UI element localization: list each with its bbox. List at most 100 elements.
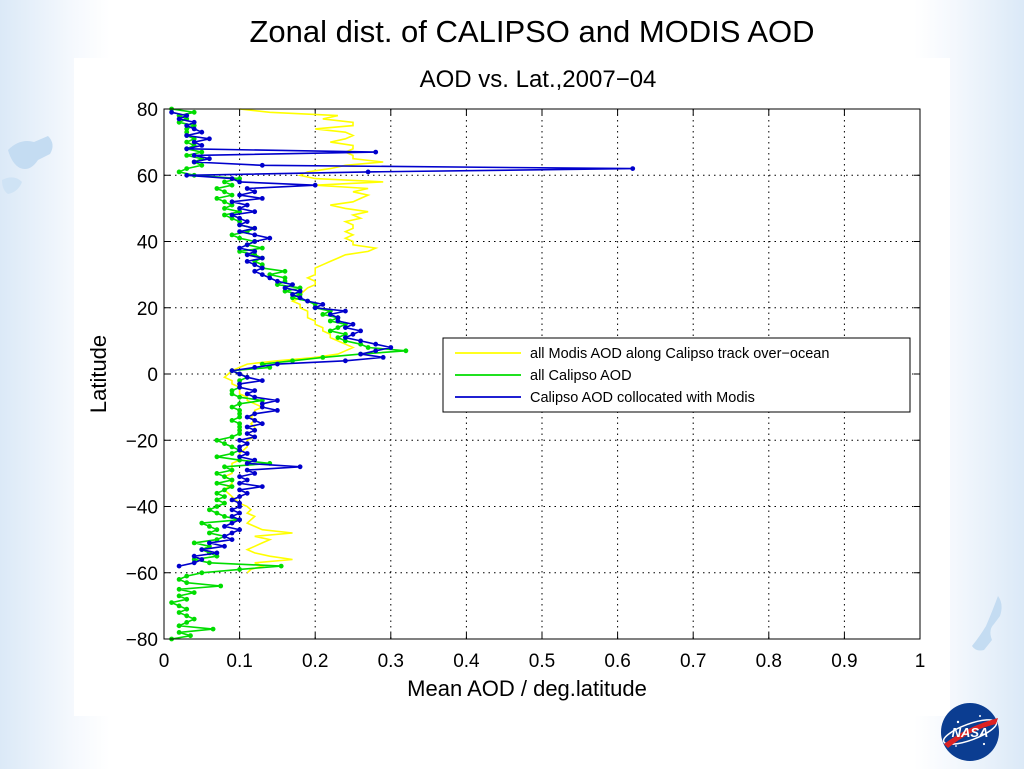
series-1-point xyxy=(184,153,190,158)
series-2-point xyxy=(259,162,265,168)
series-2-point xyxy=(252,239,258,244)
series-1-point xyxy=(176,630,182,635)
series-2-point xyxy=(229,520,235,526)
series-2-point xyxy=(237,215,243,221)
series-1-point xyxy=(229,404,235,410)
x-axis-label: Mean AOD / deg.latitude xyxy=(407,676,647,701)
legend-label-0: all Modis AOD along Calipso track over−o… xyxy=(530,346,829,362)
series-1-point xyxy=(229,192,235,198)
series-2-point xyxy=(184,172,190,178)
series-1-point xyxy=(267,365,273,370)
series-2-point xyxy=(244,391,250,397)
series-1-point xyxy=(222,212,227,218)
series-1-point xyxy=(222,199,227,205)
series-1-point xyxy=(229,418,235,423)
series-1-point xyxy=(278,563,284,569)
series-2-point xyxy=(259,404,265,410)
series-2-point xyxy=(237,474,243,480)
series-1-point xyxy=(207,560,212,566)
series-1-point xyxy=(222,441,227,446)
series-2-point xyxy=(252,232,258,238)
series-2-point xyxy=(259,401,265,407)
series-2-point xyxy=(259,255,265,261)
series-2-point xyxy=(244,461,250,466)
series-2-point xyxy=(252,388,258,393)
series-2-point xyxy=(343,358,348,364)
series-2-point xyxy=(259,196,265,201)
series-1-point xyxy=(191,557,197,562)
series-1-point xyxy=(267,272,273,277)
series-2-point xyxy=(229,176,235,181)
series-2-point xyxy=(350,331,356,337)
series-1-point xyxy=(207,543,212,549)
series-1-point xyxy=(222,494,227,499)
x-tick-label: 0.9 xyxy=(831,651,857,672)
series-2-point xyxy=(244,186,250,191)
series-2-point xyxy=(237,454,243,460)
series-1-point xyxy=(184,596,190,602)
series-1-point xyxy=(237,427,243,433)
series-2-point xyxy=(343,335,348,340)
y-tick-label: 40 xyxy=(137,233,158,254)
series-2-point xyxy=(275,361,280,367)
series-1-point xyxy=(237,424,243,430)
series-1-point xyxy=(176,119,182,125)
series-1-point xyxy=(214,471,220,476)
series-2-point xyxy=(237,494,243,499)
series-1-point xyxy=(229,444,235,450)
series-1-point xyxy=(207,530,212,536)
series-2-point xyxy=(237,447,243,453)
series-1-point xyxy=(199,149,205,155)
series-1-point xyxy=(184,580,190,586)
series-1-point xyxy=(343,338,348,344)
series-2-point xyxy=(267,235,273,241)
series-2-point xyxy=(312,305,318,311)
series-1-point xyxy=(237,411,243,417)
series-1-point xyxy=(214,497,220,503)
series-line-0 xyxy=(222,108,384,574)
y-tick-label: 80 xyxy=(137,100,158,121)
series-2-point xyxy=(275,408,280,413)
x-tick-label: 0 xyxy=(159,651,170,672)
series-2-point xyxy=(275,278,280,284)
series-2-point xyxy=(320,302,326,307)
series-1-point xyxy=(188,633,193,639)
aod-latitude-chart: 0 0.1 0.2 0.3 0.4 0.5 0.6 0.7 0.8 0.9 1 −80 −60 −40 −2… xyxy=(86,66,925,701)
series-2-point xyxy=(327,312,333,317)
legend-label-1: all Calipso AOD xyxy=(530,368,632,384)
series-1-point xyxy=(207,524,212,529)
series-2-point xyxy=(176,563,182,569)
series-1-point xyxy=(290,295,295,301)
series-2-point xyxy=(237,487,243,493)
y-tick-label: 0 xyxy=(147,365,158,386)
series-1-point xyxy=(222,179,227,185)
x-tick-label: 0.3 xyxy=(378,651,404,672)
series-1-point xyxy=(184,620,190,625)
series-1-point xyxy=(214,553,220,559)
series-1-point xyxy=(320,355,326,360)
series-1-point xyxy=(237,235,243,241)
series-2-point xyxy=(229,497,235,503)
series-2-point xyxy=(176,116,182,122)
series-1-point xyxy=(259,398,265,403)
series-2-point xyxy=(358,328,363,334)
series-2-point xyxy=(282,285,288,291)
series-2-point xyxy=(244,477,250,483)
series-1-point xyxy=(365,345,371,350)
series-1-point xyxy=(275,282,280,287)
series-2-point xyxy=(199,547,205,552)
series-2-point xyxy=(199,143,205,148)
series-1-point xyxy=(229,182,235,188)
series-1-point xyxy=(290,358,295,364)
series-1-point xyxy=(191,590,197,595)
series-1-point xyxy=(222,500,227,506)
series-1-point xyxy=(282,288,288,294)
series-1-point xyxy=(191,136,197,142)
series-1-point xyxy=(237,219,243,225)
series-2-point xyxy=(297,288,303,294)
series-2-point xyxy=(290,292,295,297)
world-map-watermark-right xyxy=(958,590,1024,675)
series-1-point xyxy=(259,262,265,268)
series-2-point xyxy=(229,530,235,536)
series-2-point xyxy=(244,374,250,380)
